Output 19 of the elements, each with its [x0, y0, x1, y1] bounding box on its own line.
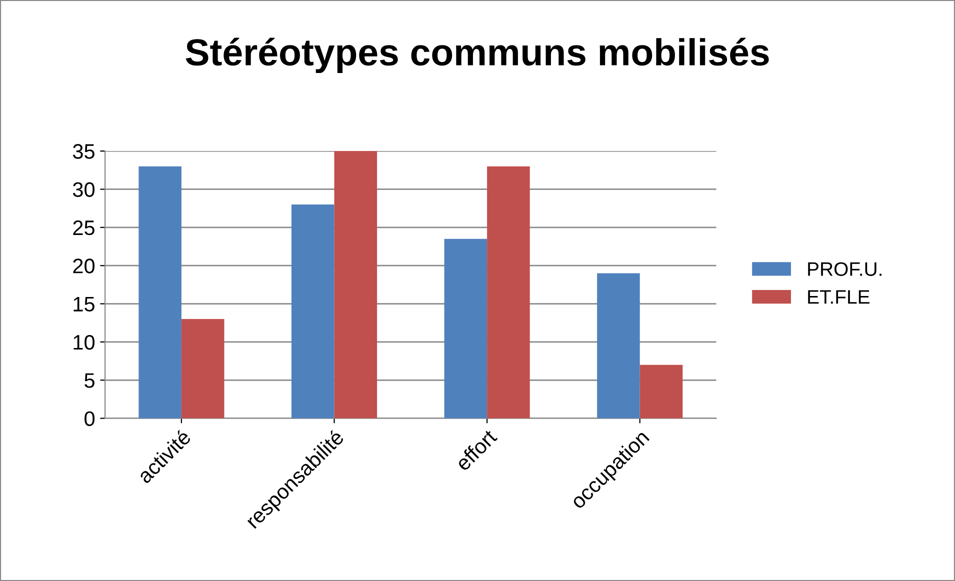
bar: [291, 204, 334, 418]
bar: [487, 166, 530, 418]
y-tick-label: 25: [73, 220, 94, 236]
bar: [444, 238, 488, 418]
y-tick-label: 5: [84, 373, 94, 388]
bar: [334, 151, 378, 418]
chart-title: Stéréotypes communs mobilisés: [186, 38, 769, 74]
bar: [640, 364, 683, 418]
bar: [181, 319, 224, 418]
y-tick-label: 35: [72, 144, 94, 159]
legend-label: PROF.U.: [808, 262, 882, 276]
y-tick-label: 30: [72, 182, 95, 197]
bar: [597, 273, 640, 418]
y-tick-label: 15: [74, 296, 94, 312]
y-tick-label: 10: [74, 334, 95, 350]
y-tick-label: 0: [84, 411, 95, 426]
bar: [138, 166, 182, 418]
y-tick-label: 20: [73, 258, 95, 274]
legend-label: ET.FLE: [808, 290, 870, 304]
